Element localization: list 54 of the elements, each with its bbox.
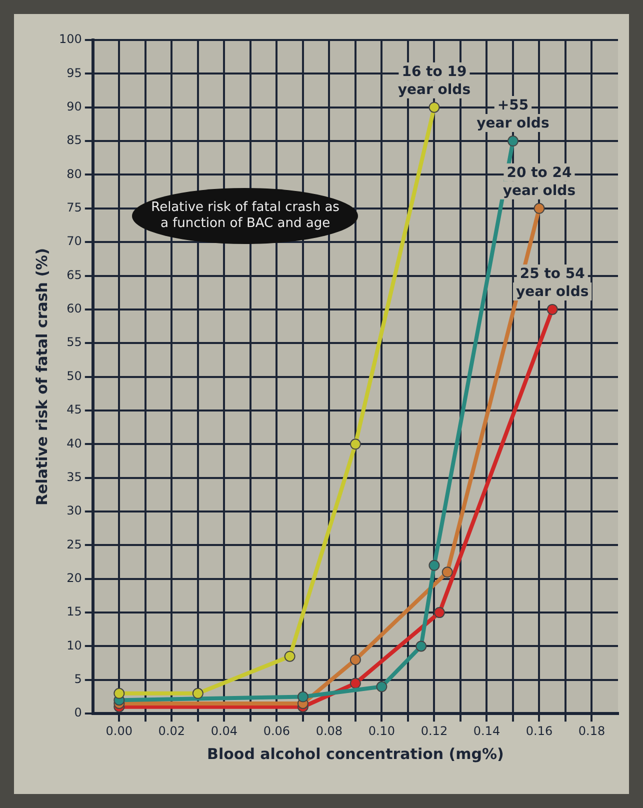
point <box>428 102 440 113</box>
y-tick-label: 95 <box>66 66 82 80</box>
y-tick-label: 55 <box>66 335 82 350</box>
x-tick-label: 0.04 <box>210 724 238 738</box>
text: Relative risk of fatal crash as a function of BAC and age <box>132 188 358 244</box>
y-tick-label: 5 <box>74 672 82 686</box>
series-label: +55 year olds <box>476 98 550 132</box>
x-tick-label: 0.06 <box>263 724 290 738</box>
x-tick-label: 0.08 <box>316 724 343 738</box>
x-tick-label: 0.02 <box>158 724 186 738</box>
point <box>297 691 308 702</box>
point <box>434 607 445 618</box>
y-tick-label: 35 <box>66 470 82 484</box>
y-axis-title: Relative risk of fatal crash (%) <box>32 248 51 506</box>
y-tick-label: 10 <box>66 638 82 652</box>
y-tick-label: 15 <box>66 604 82 619</box>
point <box>192 688 204 699</box>
x-tick-label: 0.00 <box>106 724 133 738</box>
y-tick-label: 0 <box>74 706 82 720</box>
y-tick-label: 30 <box>66 504 82 518</box>
y-tick-label: 85 <box>66 133 82 148</box>
x-tick-label: 0.10 <box>368 724 396 738</box>
y-tick-label: 20 <box>66 571 82 586</box>
point <box>534 202 545 214</box>
point <box>416 640 427 652</box>
x-tick-label: 0.18 <box>578 724 606 738</box>
y-tick-label: 60 <box>66 302 82 316</box>
point <box>114 688 125 699</box>
point <box>442 566 453 578</box>
y-tick-label: 80 <box>66 166 82 181</box>
point <box>350 678 361 689</box>
x-tick-label: 0.16 <box>526 724 553 738</box>
series-label: 16 to 19 year olds <box>398 64 471 98</box>
y-tick-label: 70 <box>66 234 82 248</box>
point <box>284 650 296 662</box>
x-tick-label: 0.12 <box>420 724 448 738</box>
y-tick-label: 45 <box>66 402 82 417</box>
point <box>546 304 558 315</box>
y-tick-label: 40 <box>66 436 82 450</box>
point <box>376 681 388 692</box>
point <box>507 136 518 147</box>
point <box>428 560 440 571</box>
y-tick-label: 100 <box>59 32 82 46</box>
y-tick-label: 65 <box>66 268 82 282</box>
series-label: 25 to 54 year olds <box>516 266 589 300</box>
x-axis-title: Blood alcohol concentration (mg%) <box>207 744 504 763</box>
y-tick-label: 90 <box>66 99 82 114</box>
y-tick-label: 25 <box>66 537 82 552</box>
point <box>350 654 361 666</box>
y-tick-label: 75 <box>66 200 82 215</box>
series-label: 20 to 24 year olds <box>502 165 576 200</box>
point <box>350 438 361 450</box>
x-tick-label: 0.14 <box>473 724 500 738</box>
y-tick-label: 50 <box>66 368 82 383</box>
